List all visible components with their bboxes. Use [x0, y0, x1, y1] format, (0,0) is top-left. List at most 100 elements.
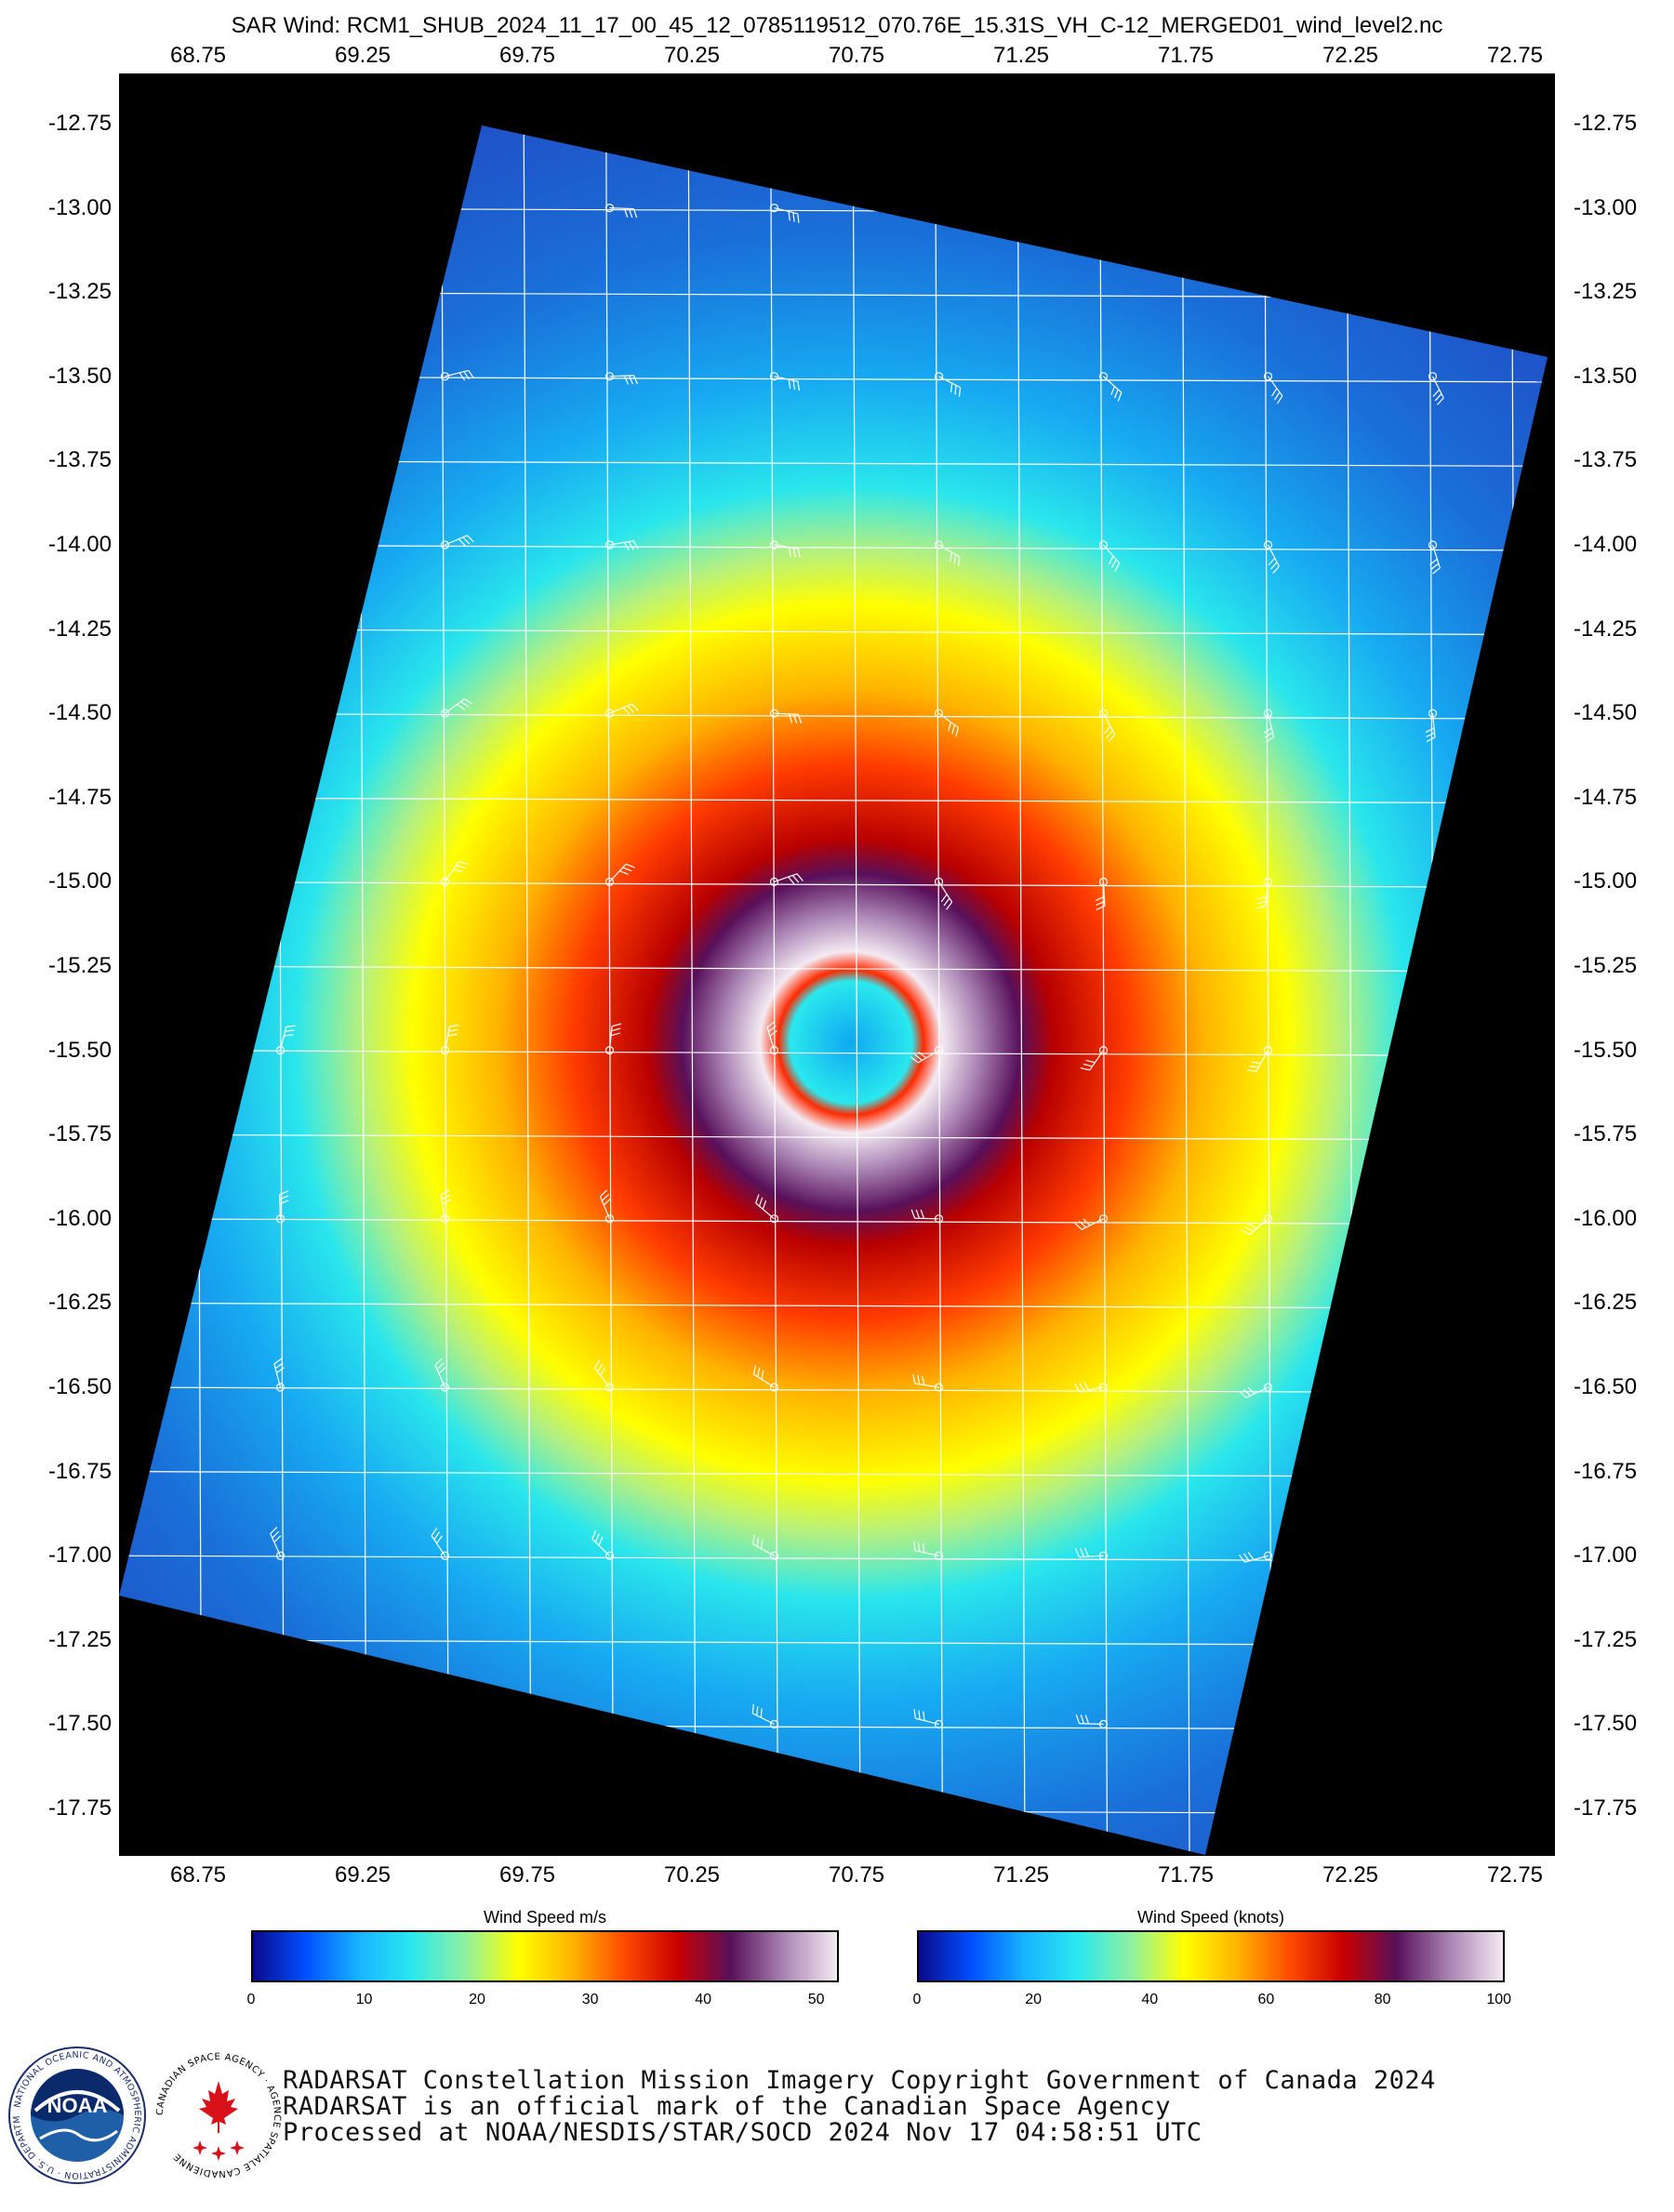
latitude-label: -13.75 — [47, 447, 112, 473]
longitude-label: 70.75 — [828, 1862, 885, 1887]
latitude-label: -15.50 — [1574, 1037, 1638, 1063]
latitude-label: -17.50 — [47, 1711, 112, 1737]
colorbar-ms-title: Wind Speed m/s — [483, 1908, 607, 1927]
wind-barb — [1256, 877, 1273, 909]
latitude-label: -15.25 — [47, 953, 112, 978]
colorbar-tick-label: 40 — [1141, 1992, 1159, 2007]
longitude-label: 70.25 — [663, 43, 721, 68]
wind-barbs — [270, 204, 1444, 1729]
wind-barb — [769, 540, 801, 559]
latitude-label: -13.00 — [47, 194, 112, 220]
longitude-label: 69.25 — [334, 43, 392, 68]
latitude-label: -12.75 — [1574, 111, 1638, 136]
wind-barb — [912, 1541, 944, 1560]
wind-barb — [1241, 1214, 1273, 1236]
wind-barb — [270, 1527, 286, 1560]
wind-barb — [1095, 877, 1109, 910]
page-title: SAR Wind: RCM1_SHUB_2024_11_17_00_45_12_… — [231, 13, 1443, 38]
wind-barb — [769, 372, 801, 391]
latitude-label: -17.75 — [1574, 1795, 1638, 1821]
wind-barb — [604, 863, 635, 887]
wind-barb — [604, 204, 638, 219]
wind-barb — [1239, 1551, 1273, 1563]
latitude-label: -16.75 — [1574, 1458, 1638, 1484]
wind-barb — [769, 709, 803, 724]
latitude-label: -16.25 — [1574, 1290, 1638, 1316]
colorbar-knots-title: Wind Speed (knots) — [1136, 1908, 1285, 1927]
longitude-label: 69.25 — [334, 1862, 392, 1887]
wind-barb — [910, 1045, 944, 1064]
colorbar-tick-label: 100 — [1486, 1992, 1512, 2007]
wind-barb — [912, 1374, 944, 1392]
parallel-line — [119, 881, 1548, 889]
wind-barb — [440, 698, 473, 718]
wind-barb — [1074, 1547, 1109, 1560]
wind-barb — [1263, 372, 1283, 404]
longitude-label: 69.75 — [498, 1862, 556, 1887]
latitude-label: -15.75 — [1574, 1121, 1638, 1147]
map-frame — [119, 73, 1555, 1856]
colorbar-knots — [917, 1930, 1505, 1982]
wind-barb — [604, 1023, 621, 1055]
latitude-label: -15.00 — [1574, 868, 1638, 894]
latitude-label: -14.25 — [1574, 616, 1638, 642]
latitude-label: -13.75 — [1574, 447, 1638, 473]
latitude-label: -16.25 — [47, 1290, 112, 1316]
meridian-line — [687, 126, 697, 1855]
meridian-line — [523, 126, 532, 1855]
wind-barb — [934, 540, 961, 567]
latitude-label: -13.25 — [1574, 279, 1638, 305]
parallel-line — [119, 126, 1548, 130]
latitude-label: -17.25 — [47, 1626, 112, 1652]
latitude-label: -13.50 — [1574, 363, 1638, 389]
wind-barb — [752, 1365, 779, 1392]
wind-barb — [1074, 1214, 1109, 1230]
longitude-label: 72.75 — [1486, 43, 1544, 68]
wind-barb — [440, 1024, 459, 1055]
latitude-label: -17.50 — [1574, 1711, 1638, 1737]
longitude-label: 71.75 — [1157, 1862, 1215, 1887]
sar-wind-map[interactable] — [119, 73, 1555, 1856]
wind-barb — [1263, 709, 1275, 743]
svg-text:NOAA: NOAA — [47, 2094, 108, 2117]
wind-barb — [1074, 1382, 1109, 1393]
wind-barb — [593, 1359, 615, 1392]
latitude-label: -15.00 — [47, 868, 112, 894]
wind-barb — [1098, 372, 1123, 402]
wind-barb — [440, 861, 468, 887]
latitude-label: -15.50 — [47, 1037, 112, 1063]
latitude-label: -16.50 — [1574, 1374, 1638, 1399]
wind-barb — [755, 1194, 779, 1224]
swath-shading — [119, 126, 1548, 1855]
wind-barb — [1080, 1045, 1109, 1071]
latitude-label: -17.00 — [47, 1543, 112, 1569]
wind-barb — [751, 1703, 779, 1729]
latitude-label: -15.75 — [47, 1121, 112, 1147]
latitude-label: -17.00 — [1574, 1543, 1638, 1569]
colorbar-tick-label: 30 — [581, 1992, 599, 2007]
latitude-label: -13.00 — [1574, 194, 1638, 220]
longitude-label: 69.75 — [498, 43, 556, 68]
wind-barb — [1239, 1383, 1273, 1398]
parallel-line — [119, 1218, 1548, 1225]
parallel-line — [119, 628, 1548, 636]
meridian-line — [1510, 126, 1520, 1855]
wind-barb — [752, 1534, 779, 1560]
latitude-label: -14.00 — [47, 532, 112, 557]
wind-barb — [440, 369, 474, 381]
colorbar-tick-label: 80 — [1374, 1992, 1391, 2007]
longitude-label: 72.25 — [1322, 1862, 1379, 1887]
parallel-line — [119, 1049, 1548, 1057]
latitude-label: -14.00 — [1574, 532, 1638, 557]
latitude-label: -16.00 — [47, 1205, 112, 1231]
latitude-label: -14.75 — [1574, 784, 1638, 810]
sar-swath — [119, 126, 1548, 1855]
wind-barb — [1075, 1714, 1109, 1729]
colorbar-tick-label: 0 — [912, 1992, 922, 2007]
latitude-label: -14.25 — [47, 616, 112, 642]
wind-barb — [1263, 540, 1280, 574]
wind-barb — [599, 1189, 615, 1224]
latitude-label: -16.50 — [47, 1374, 112, 1399]
parallel-line — [119, 797, 1548, 804]
wind-barb — [1098, 709, 1116, 743]
